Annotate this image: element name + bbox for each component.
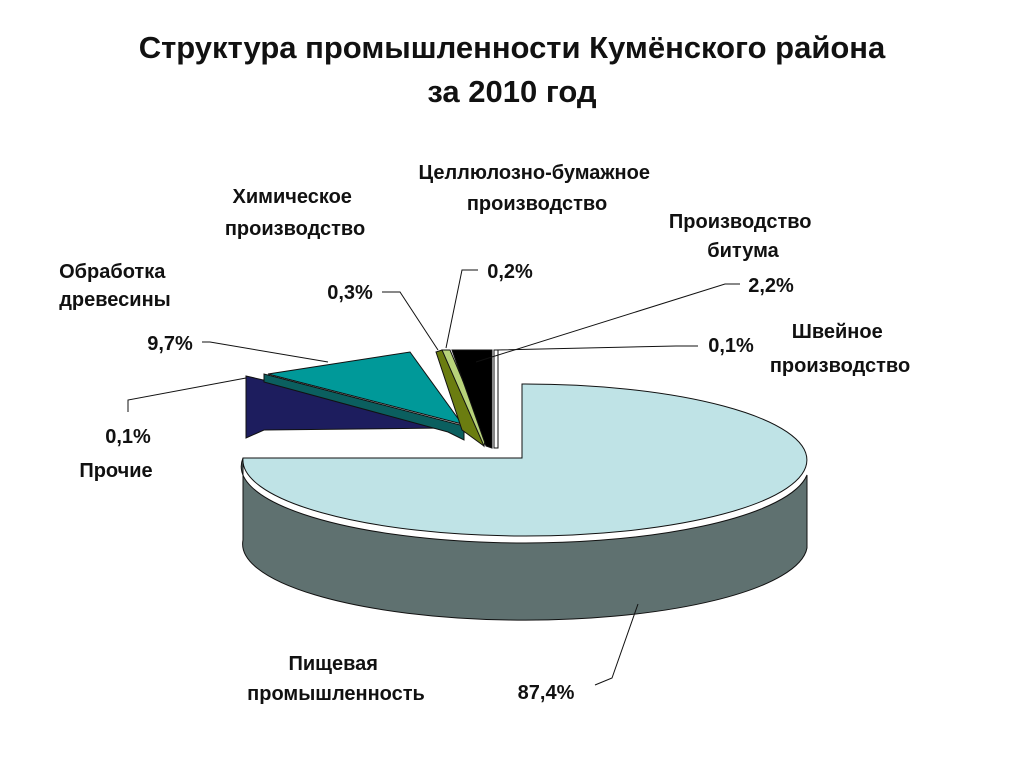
value-paper: 0,2%	[487, 261, 533, 283]
leader-line-bitumen	[475, 283, 740, 363]
slice-wood	[267, 351, 464, 425]
chart-title: Структура промышленности Кумёнского райо…	[0, 26, 1024, 114]
leader-line-other	[127, 377, 247, 412]
leader-line-paper	[445, 269, 478, 349]
title-line-1: Структура промышленности Кумёнского райо…	[138, 30, 886, 65]
label-other: Прочие	[79, 460, 152, 482]
leader-line-food	[594, 603, 639, 686]
value-bitumen: 2,2%	[748, 275, 794, 297]
label-bitumen: Производство битума	[669, 211, 817, 262]
slice-bitumen	[451, 349, 493, 449]
value-wood: 9,7%	[147, 333, 193, 355]
leader-line-chemical	[382, 291, 439, 351]
slice-food	[242, 383, 808, 537]
label-food: Пищевая промышленность	[247, 653, 425, 705]
label-chemical: Химическое производство	[225, 186, 365, 240]
label-sewing: Швейное производство	[770, 321, 910, 377]
value-food: 87,4%	[518, 682, 575, 704]
leader-line-wood	[202, 341, 329, 363]
title-line-2: за 2010 год	[427, 74, 597, 109]
slice-sewing	[493, 349, 499, 449]
value-sewing: 0,1%	[708, 335, 754, 357]
label-paper: Целлюлозно-бумажное производство	[418, 162, 655, 215]
label-wood: Обработка древесины	[59, 261, 171, 311]
value-chemical: 0,3%	[327, 282, 373, 304]
leader-line-sewing	[495, 345, 698, 351]
value-other: 0,1%	[105, 426, 151, 448]
slice-side-wood	[263, 373, 465, 441]
slice-side-food	[240, 457, 808, 621]
